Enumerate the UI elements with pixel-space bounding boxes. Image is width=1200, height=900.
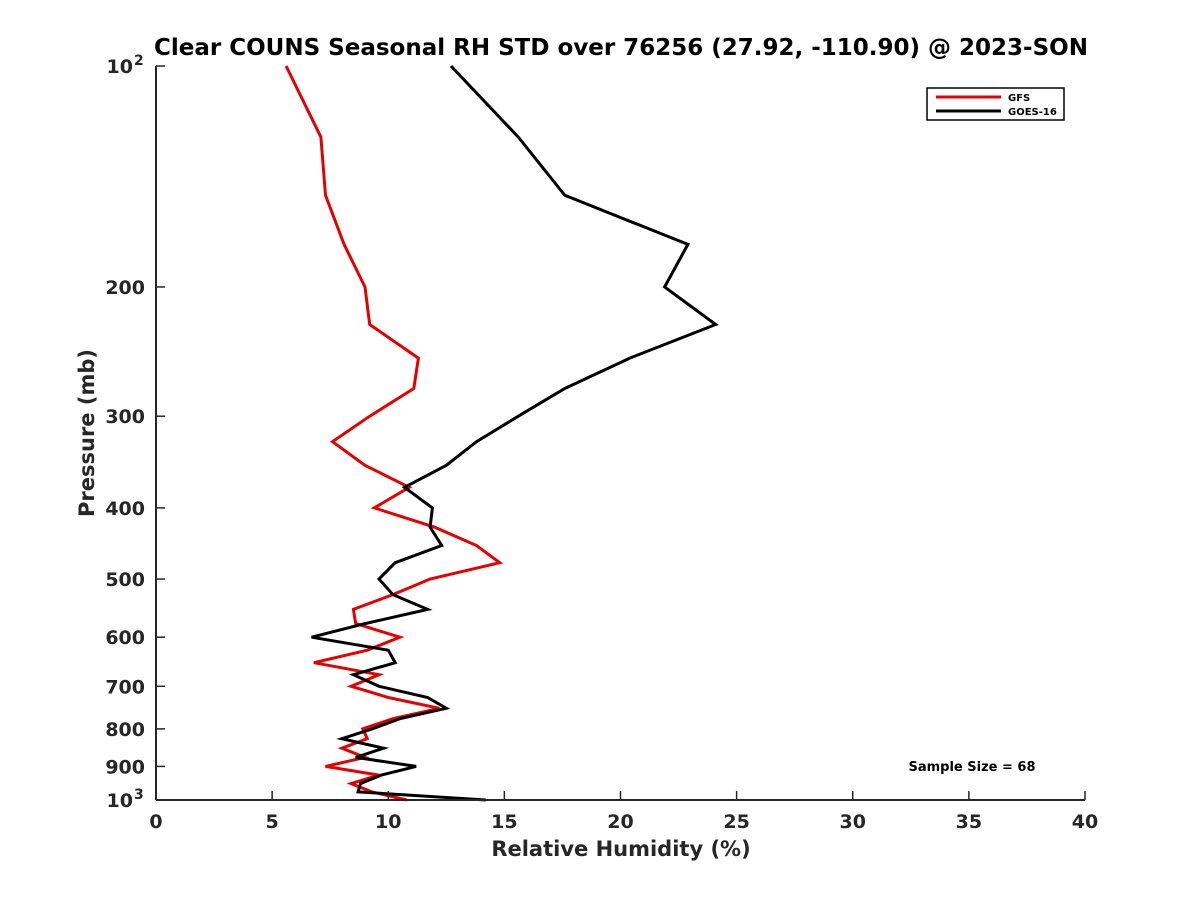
- y-tick-label: 400: [105, 498, 145, 520]
- sample-size-annotation: Sample Size = 68: [908, 760, 1035, 775]
- x-tick-label: 5: [266, 811, 279, 833]
- x-tick-label: 30: [840, 811, 866, 833]
- x-tick-label: 40: [1072, 811, 1098, 833]
- y-tick-label: 800: [105, 719, 145, 741]
- legend-box: [926, 87, 1065, 121]
- x-tick-label: 10: [375, 811, 401, 833]
- x-tick-label: 25: [723, 811, 749, 833]
- x-tick-label: 0: [149, 811, 162, 833]
- legend-label-gfs: GFS: [1008, 93, 1030, 104]
- y-tick-label: 700: [105, 676, 145, 698]
- y-tick-label: 300: [105, 406, 145, 428]
- x-tick-label: 15: [491, 811, 517, 833]
- x-axis-label: Relative Humidity (%): [491, 837, 750, 861]
- series-line-goes-16: [311, 64, 719, 802]
- y-tick-label: 10: [107, 56, 133, 78]
- y-tick-label: 500: [105, 569, 145, 591]
- x-tick-label: 35: [956, 811, 982, 833]
- legend: GFS GOES-16: [926, 87, 1065, 121]
- chart-title: Clear COUNS Seasonal RH STD over 76256 (…: [154, 35, 1088, 61]
- y-tick-label: 10: [107, 790, 133, 812]
- y-axis-label: Pressure (mb): [75, 349, 99, 517]
- y-tick-label: 900: [105, 756, 145, 778]
- x-tick-label: 20: [607, 811, 633, 833]
- series-line-gfs: [284, 65, 504, 802]
- y-tick-label: 200: [105, 277, 145, 299]
- legend-label-goes: GOES-16: [1008, 107, 1057, 118]
- x-ticks: 0 5 10 15 20 25 30 35 40: [149, 791, 1098, 833]
- plot-lines: [284, 64, 719, 802]
- y-tick-label: 600: [105, 627, 145, 649]
- y-tick-exponent: 2: [134, 53, 144, 69]
- y-tick-exponent: 3: [134, 787, 144, 803]
